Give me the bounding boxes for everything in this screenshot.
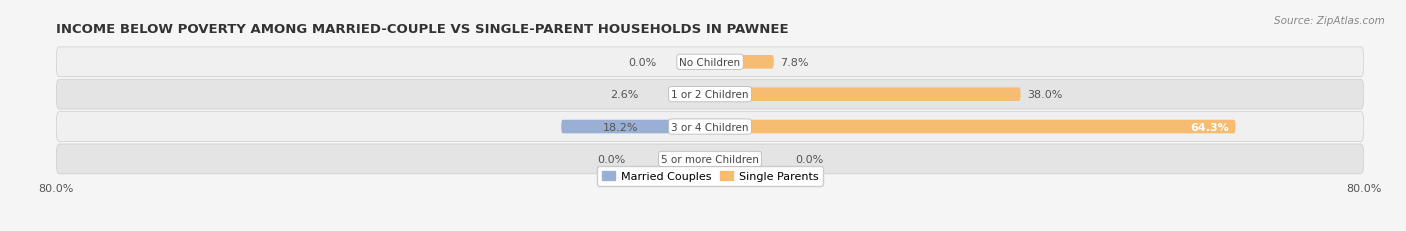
Text: Source: ZipAtlas.com: Source: ZipAtlas.com xyxy=(1274,16,1385,26)
Text: 64.3%: 64.3% xyxy=(1191,122,1229,132)
FancyBboxPatch shape xyxy=(56,48,1364,77)
FancyBboxPatch shape xyxy=(56,144,1364,174)
Text: 1 or 2 Children: 1 or 2 Children xyxy=(671,90,749,100)
Text: 2.6%: 2.6% xyxy=(610,90,638,100)
FancyBboxPatch shape xyxy=(56,80,1364,109)
Text: 3 or 4 Children: 3 or 4 Children xyxy=(671,122,749,132)
Text: 5 or more Children: 5 or more Children xyxy=(661,154,759,164)
Text: 7.8%: 7.8% xyxy=(780,58,808,67)
Text: No Children: No Children xyxy=(679,58,741,67)
FancyBboxPatch shape xyxy=(56,112,1364,142)
Text: 0.0%: 0.0% xyxy=(628,58,657,67)
Legend: Married Couples, Single Parents: Married Couples, Single Parents xyxy=(598,167,823,186)
FancyBboxPatch shape xyxy=(561,120,710,134)
FancyBboxPatch shape xyxy=(710,120,1236,134)
Text: 0.0%: 0.0% xyxy=(794,154,824,164)
FancyBboxPatch shape xyxy=(710,88,1021,102)
FancyBboxPatch shape xyxy=(710,56,773,69)
Text: 38.0%: 38.0% xyxy=(1028,90,1063,100)
Text: 0.0%: 0.0% xyxy=(596,154,626,164)
Text: 18.2%: 18.2% xyxy=(603,122,638,132)
Text: INCOME BELOW POVERTY AMONG MARRIED-COUPLE VS SINGLE-PARENT HOUSEHOLDS IN PAWNEE: INCOME BELOW POVERTY AMONG MARRIED-COUPL… xyxy=(56,23,789,36)
FancyBboxPatch shape xyxy=(689,88,710,102)
